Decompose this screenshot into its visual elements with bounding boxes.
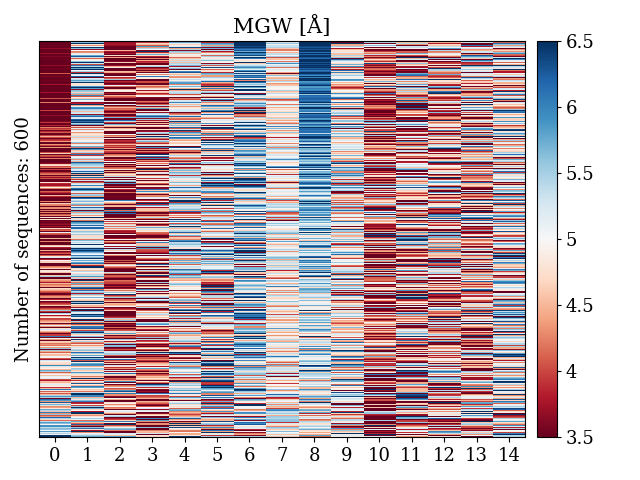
Title: MGW [Å]: MGW [Å] — [233, 15, 331, 37]
Y-axis label: Number of sequences: 600: Number of sequences: 600 — [15, 116, 33, 362]
